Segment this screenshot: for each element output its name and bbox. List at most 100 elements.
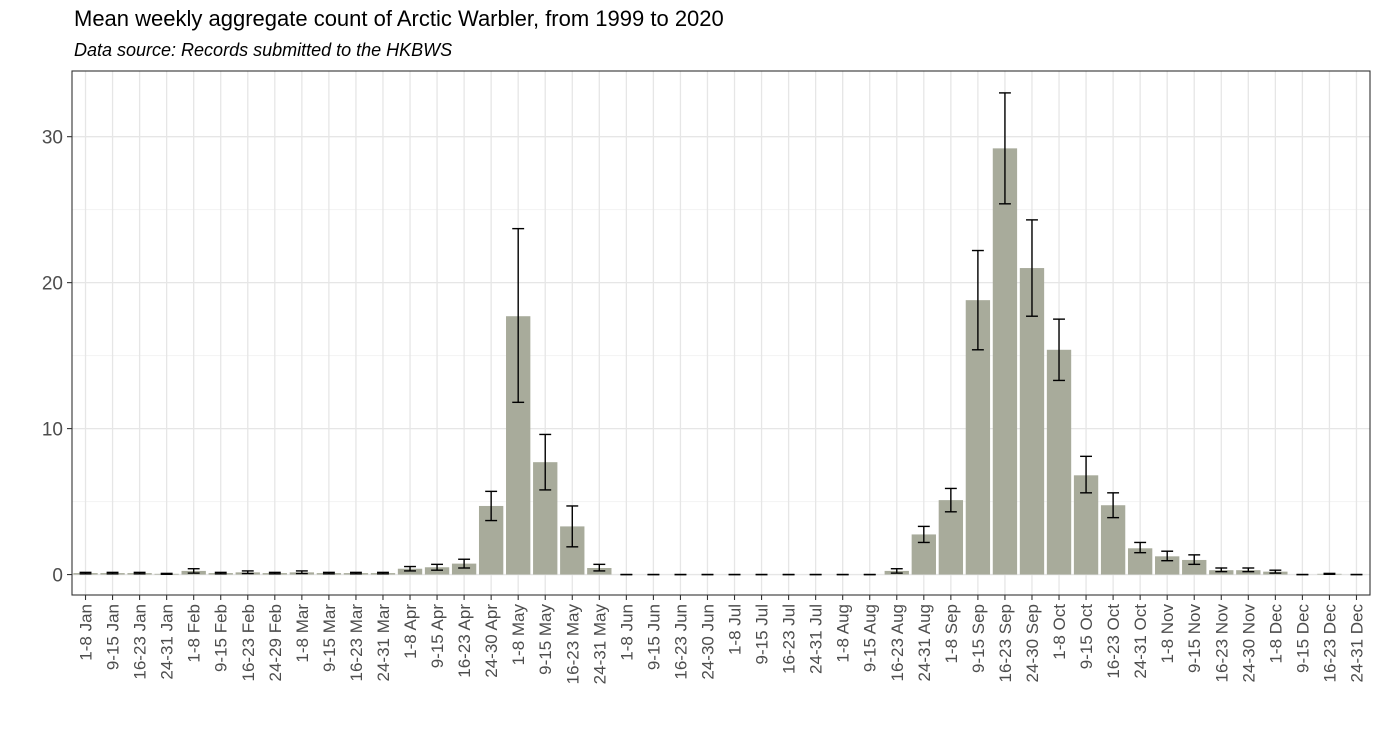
error-bar (512, 227, 525, 404)
x-tick-label: 24-30 Sep (1023, 604, 1042, 682)
x-tick-label: 1-8 Aug (834, 604, 853, 663)
grid-layer (72, 71, 1370, 595)
error-bar (349, 571, 362, 575)
error-bar (458, 558, 471, 569)
error-bar (1107, 492, 1120, 519)
bar (1155, 556, 1180, 575)
x-tick-label: 9-15 Jul (753, 604, 772, 664)
x-tick-label: 1-8 Jan (77, 604, 96, 661)
bar (1019, 268, 1045, 575)
x-tick-label: 1-8 Apr (401, 604, 420, 659)
bar (1236, 570, 1261, 575)
x-tick-label: 1-8 Mar (293, 604, 312, 663)
x-tick-label: 24-31 Dec (1347, 604, 1366, 683)
x-tick-label: 16-23 May (563, 604, 582, 685)
x-tick-label: 1-8 Dec (1266, 604, 1285, 664)
x-tick-label: 9-15 Aug (861, 604, 880, 672)
x-tick-label: 9-15 Apr (428, 604, 447, 669)
x-tick-label: 9-15 Nov (1185, 604, 1204, 673)
error-bar (944, 487, 957, 513)
error-bar (404, 565, 416, 572)
x-tick-label: 1-8 Jul (726, 604, 745, 655)
bar (451, 563, 477, 575)
x-tick-label: 9-15 Jan (104, 604, 123, 670)
bar-layer (73, 148, 1369, 575)
x-tick-label: 24-31 Mar (374, 604, 393, 682)
y-tick-label: 10 (42, 420, 63, 441)
x-tick-label: 16-23 Sep (996, 604, 1015, 682)
bar (1209, 570, 1234, 575)
error-bar (1080, 455, 1093, 494)
x-tick-label: 16-23 Jul (780, 604, 799, 674)
error-bar (539, 433, 552, 491)
x-tick-label: 1-8 Jun (617, 604, 636, 661)
x-tick-label: 1-8 May (509, 604, 528, 666)
x-tick-label: 1-8 Feb (185, 604, 204, 663)
error-bar (106, 571, 119, 575)
error-bar (214, 571, 227, 575)
x-tick-label: 9-15 May (536, 604, 555, 675)
x-tick-label: 24-30 Nov (1239, 604, 1258, 683)
x-tick-label: 24-30 Jun (698, 604, 717, 680)
x-tick-label: 16-23 Jun (671, 604, 690, 680)
y-axis: 0 10 20 30 (42, 128, 72, 587)
chart-title: Mean weekly aggregate count of Arctic Wa… (74, 6, 724, 31)
x-tick-label: 16-23 Nov (1212, 604, 1231, 683)
error-bar (1188, 554, 1201, 566)
error-bar (377, 571, 389, 575)
y-tick-label: 20 (42, 274, 63, 295)
error-bar (485, 490, 498, 522)
error-bar (295, 570, 308, 575)
error-bar (1161, 550, 1174, 562)
x-tick-label: 16-23 Feb (239, 604, 258, 682)
x-tick-label: 16-23 Aug (888, 604, 907, 682)
x-tick-label: 9-15 Jun (644, 604, 663, 670)
x-tick-label: 1-8 Oct (1050, 604, 1069, 660)
x-tick-label: 24-31 Oct (1131, 604, 1150, 679)
error-bar (133, 571, 146, 575)
x-tick-label: 16-23 Apr (455, 604, 474, 678)
x-tick-label: 16-23 Mar (347, 604, 366, 682)
x-tick-label: 16-23 Jan (131, 604, 150, 680)
x-tick-label: 9-15 Oct (1077, 604, 1096, 669)
error-bar (566, 505, 579, 548)
error-bar (1269, 569, 1282, 574)
error-bar (268, 571, 281, 575)
error-bar (998, 92, 1011, 205)
bar (1182, 559, 1207, 575)
bar (1046, 349, 1072, 575)
x-tick-label: 16-23 Dec (1320, 604, 1339, 683)
error-bar (917, 525, 930, 544)
x-tick-label: 1-8 Sep (942, 604, 961, 664)
error-bar (1134, 541, 1147, 554)
error-bar (1053, 318, 1065, 382)
x-tick-label: 24-31 Jul (807, 604, 826, 674)
y-tick-label: 0 (52, 566, 63, 587)
x-tick-label: 24-30 Apr (482, 604, 501, 678)
plot-border (71, 70, 1371, 596)
x-tick-label: 1-8 Nov (1158, 604, 1177, 664)
error-bar (79, 571, 92, 575)
x-tick-label: 9-15 Sep (969, 604, 988, 673)
x-tick-label: 16-23 Oct (1104, 604, 1123, 679)
error-bar (322, 571, 335, 575)
x-tick-label: 24-29 Feb (266, 604, 285, 682)
bar (992, 148, 1018, 575)
error-bar (160, 572, 173, 575)
chart-subtitle: Data source: Records submitted to the HK… (74, 40, 453, 60)
error-bar (1323, 572, 1336, 575)
x-tick-label: 24-31 Aug (915, 604, 934, 682)
x-tick-label: 24-31 May (590, 604, 609, 685)
error-bar (890, 568, 903, 574)
error-bar (1215, 567, 1228, 573)
x-tick-label: 9-15 Mar (320, 604, 339, 672)
x-tick-label: 9-15 Feb (212, 604, 231, 672)
error-bar (431, 563, 444, 571)
error-bar (1242, 567, 1255, 573)
error-bar (971, 249, 984, 351)
bar (938, 500, 964, 575)
error-bar (241, 570, 254, 575)
error-bar (1026, 219, 1038, 317)
y-tick-label: 30 (42, 128, 63, 149)
